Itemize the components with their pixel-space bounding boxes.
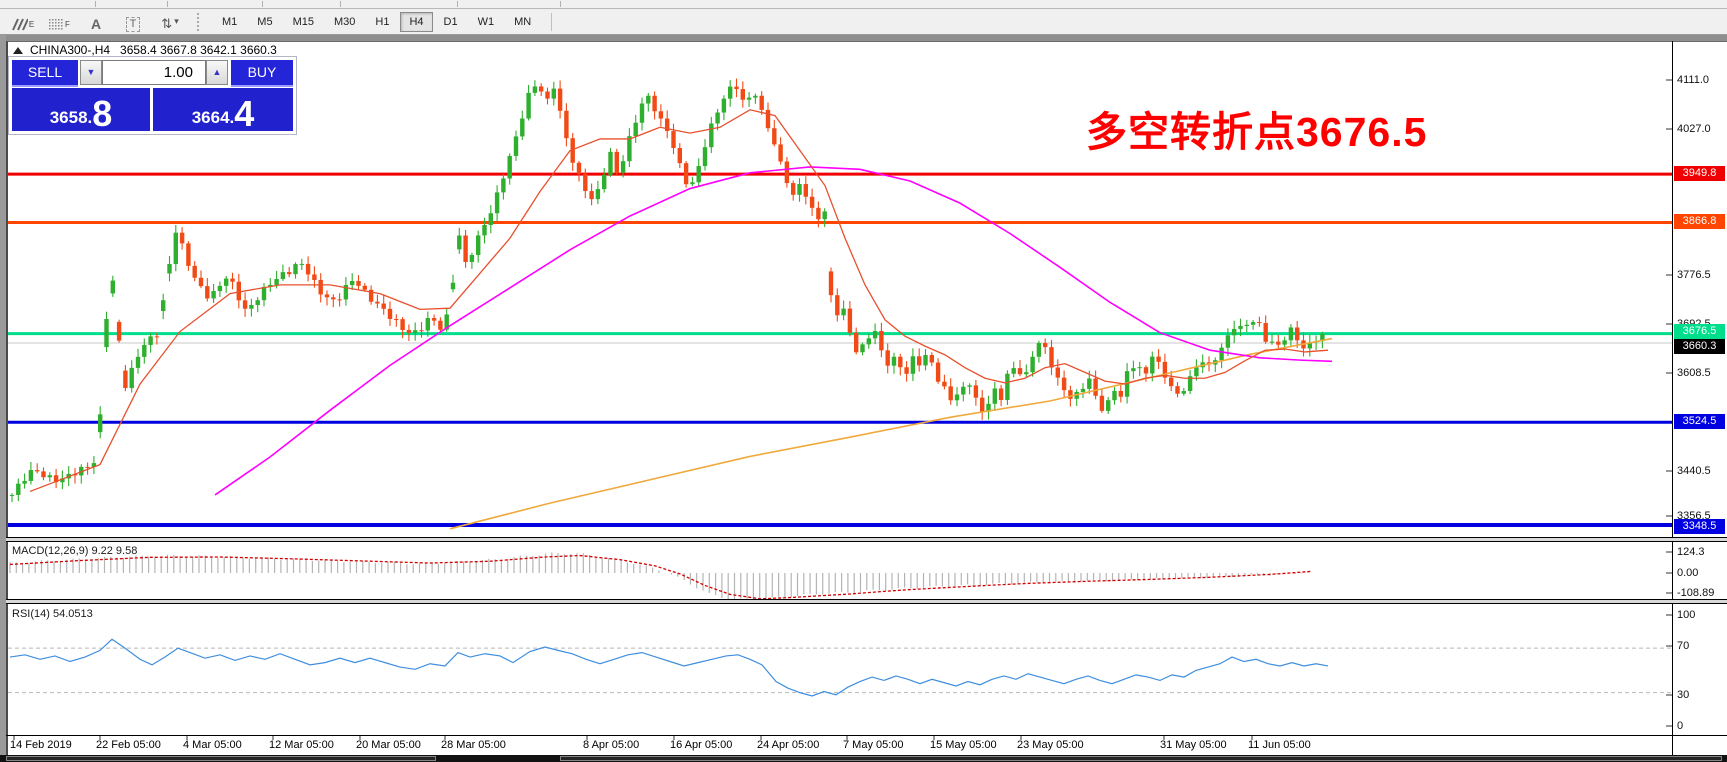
symbol-timeframe-label: CHINA300-,H4 bbox=[30, 43, 111, 57]
drawing-tools-group: E F A T ⇅ ▾ bbox=[0, 11, 185, 33]
text-box-icon[interactable]: T bbox=[118, 11, 148, 33]
sell-button[interactable]: SELL bbox=[12, 60, 78, 87]
sell-price-pips: 8 bbox=[92, 93, 113, 134]
toolbar-top-sliver bbox=[0, 0, 1727, 9]
buy-price-quote[interactable]: 3664. 4 bbox=[153, 88, 293, 134]
timeframe-button-D1[interactable]: D1 bbox=[443, 15, 458, 28]
toolbar-separator bbox=[551, 12, 553, 31]
chart-objects-icon[interactable]: E bbox=[7, 11, 37, 33]
collapse-triangle-icon[interactable] bbox=[13, 46, 23, 54]
toolbar-sliver-mark bbox=[95, 1, 96, 7]
toolbar-sliver-mark bbox=[340, 1, 341, 7]
one-click-trading-panel: SELL ▼ ▲ BUY 3658. 8 3664. 4 bbox=[8, 56, 297, 135]
volume-input[interactable] bbox=[102, 60, 206, 85]
toolbar: E F A T ⇅ ▾ M1 M5 M15 M30 H1 H4 D1 W1 MN bbox=[0, 9, 1727, 35]
toolbar-sliver-mark bbox=[167, 1, 168, 7]
scrollbar-segment[interactable] bbox=[560, 756, 1722, 761]
scrollbar-segment[interactable] bbox=[6, 756, 436, 761]
timeframe-button-M5[interactable]: M5 bbox=[257, 15, 273, 28]
timeframe-button-MN[interactable]: MN bbox=[514, 15, 532, 28]
font-label-icon[interactable]: A bbox=[90, 15, 102, 32]
buy-price-main: 3664. bbox=[191, 108, 235, 127]
arrange-arrows-icon[interactable]: ⇅ ▾ bbox=[161, 15, 179, 31]
dropdown-caret-icon[interactable]: ▾ bbox=[174, 16, 179, 26]
timeframe-button-M30[interactable]: M30 bbox=[333, 15, 356, 28]
timeframe-button-M15[interactable]: M15 bbox=[292, 15, 314, 28]
volume-increase-button[interactable]: ▲ bbox=[206, 60, 228, 85]
buy-price-pips: 4 bbox=[234, 93, 255, 134]
chart-title-bar[interactable]: CHINA300-,H4 3658.4 3667.8 3642.1 3660.3 bbox=[13, 43, 277, 57]
timeframe-button-W1[interactable]: W1 bbox=[477, 15, 495, 28]
chart-window-background bbox=[6, 41, 1727, 756]
timeframe-button-H4[interactable]: H4 bbox=[400, 11, 433, 32]
sell-price-main: 3658. bbox=[49, 108, 93, 127]
toolbar-grip[interactable] bbox=[197, 12, 204, 31]
timeframe-button-H1[interactable]: H1 bbox=[375, 15, 390, 28]
chart-text-annotation: 多空转折点3676.5 bbox=[1086, 109, 1428, 155]
volume-decrease-button[interactable]: ▼ bbox=[80, 60, 102, 85]
toolbar-sliver-mark bbox=[262, 1, 263, 7]
buy-button[interactable]: BUY bbox=[231, 60, 293, 87]
timeframe-group: M1 M5 M15 M30 H1 H4 D1 W1 MN bbox=[212, 11, 541, 32]
timeframe-button-M1[interactable]: M1 bbox=[222, 15, 238, 28]
horizontal-scrollbar[interactable] bbox=[0, 755, 1727, 762]
toolbar-sliver-mark bbox=[560, 1, 561, 7]
window-left-gutter bbox=[0, 34, 6, 755]
toolbar-sliver-mark bbox=[457, 1, 458, 7]
sell-price-quote[interactable]: 3658. 8 bbox=[12, 88, 150, 134]
ohlc-values-label: 3658.4 3667.8 3642.1 3660.3 bbox=[120, 43, 277, 57]
grid-icon[interactable]: F bbox=[44, 11, 74, 33]
